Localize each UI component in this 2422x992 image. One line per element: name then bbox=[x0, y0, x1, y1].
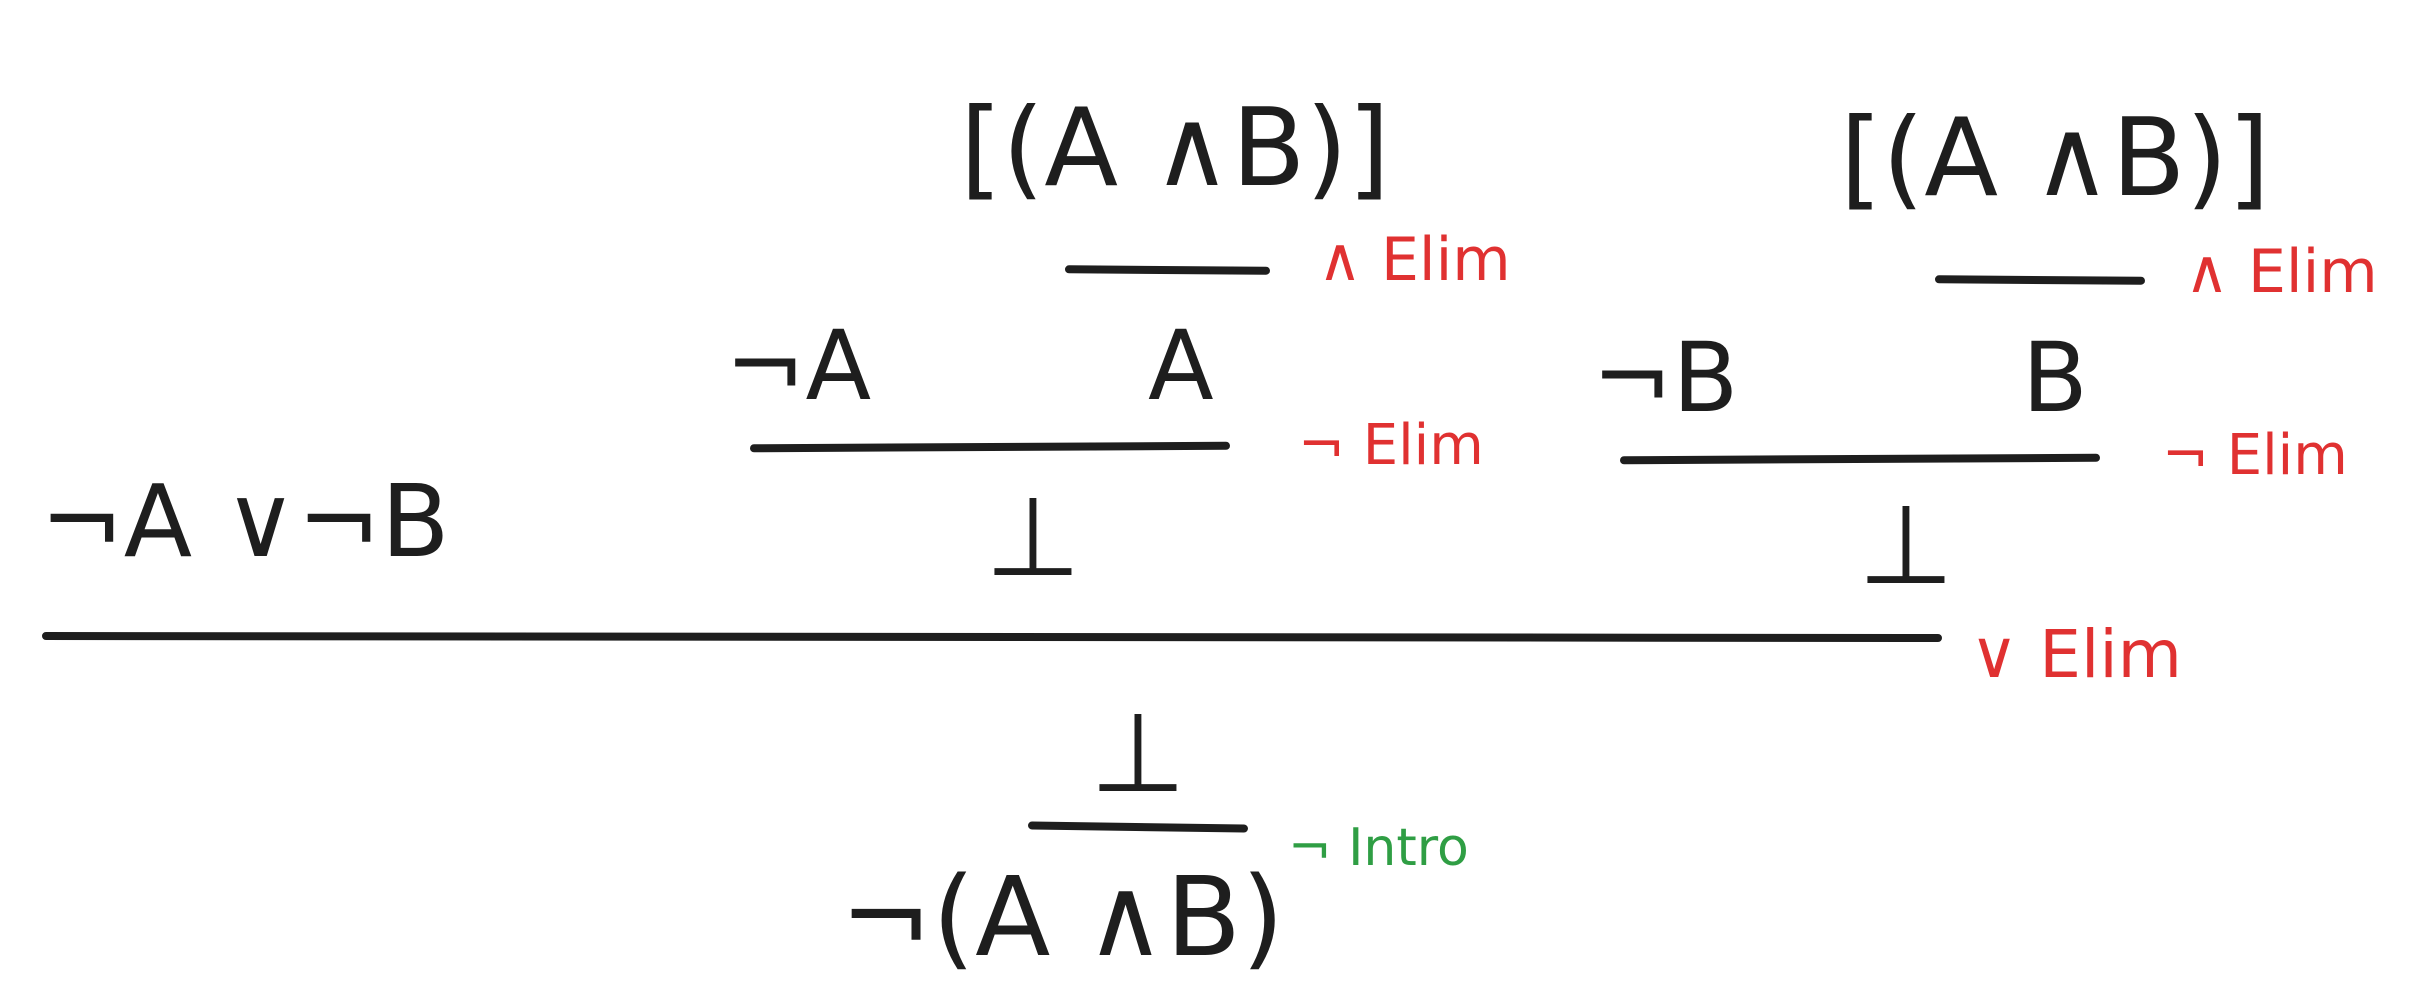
bottom-right: ⊥ bbox=[1858, 481, 1954, 609]
and-elim-label-right: ∧ Elim bbox=[2185, 237, 2378, 307]
assumption-left: [(A ∧B)] bbox=[960, 86, 1390, 211]
formula-not-a: ¬A bbox=[725, 310, 872, 422]
and-elim-label-left: ∧ Elim bbox=[1318, 225, 1511, 295]
and-elim-bar-left bbox=[1064, 265, 1271, 275]
or-elim-bar bbox=[41, 632, 1943, 642]
not-elim-label-left: ¬ Elim bbox=[1298, 413, 1484, 478]
formula-b: B bbox=[2022, 322, 2088, 434]
not-elim-bar-right bbox=[1619, 453, 2101, 465]
or-elim-label: ∨ Elim bbox=[1970, 616, 2182, 693]
not-intro-bar bbox=[1027, 821, 1249, 833]
assumption-right: [(A ∧B)] bbox=[1840, 96, 2270, 221]
not-elim-bar-left bbox=[749, 441, 1231, 453]
formula-disjunction: ¬A ∨¬B bbox=[40, 463, 450, 580]
not-elim-label-right: ¬ Elim bbox=[2162, 423, 2348, 488]
formula-conclusion: ¬(A ∧B) bbox=[840, 853, 1285, 981]
bottom-left: ⊥ bbox=[985, 473, 1081, 601]
formula-a: A bbox=[1148, 310, 1214, 422]
and-elim-bar-right bbox=[1934, 275, 2146, 285]
formula-not-b: ¬B bbox=[1592, 322, 1739, 434]
not-intro-label: ¬ Intro bbox=[1288, 818, 1469, 878]
bottom-result: ⊥ bbox=[1090, 689, 1186, 817]
